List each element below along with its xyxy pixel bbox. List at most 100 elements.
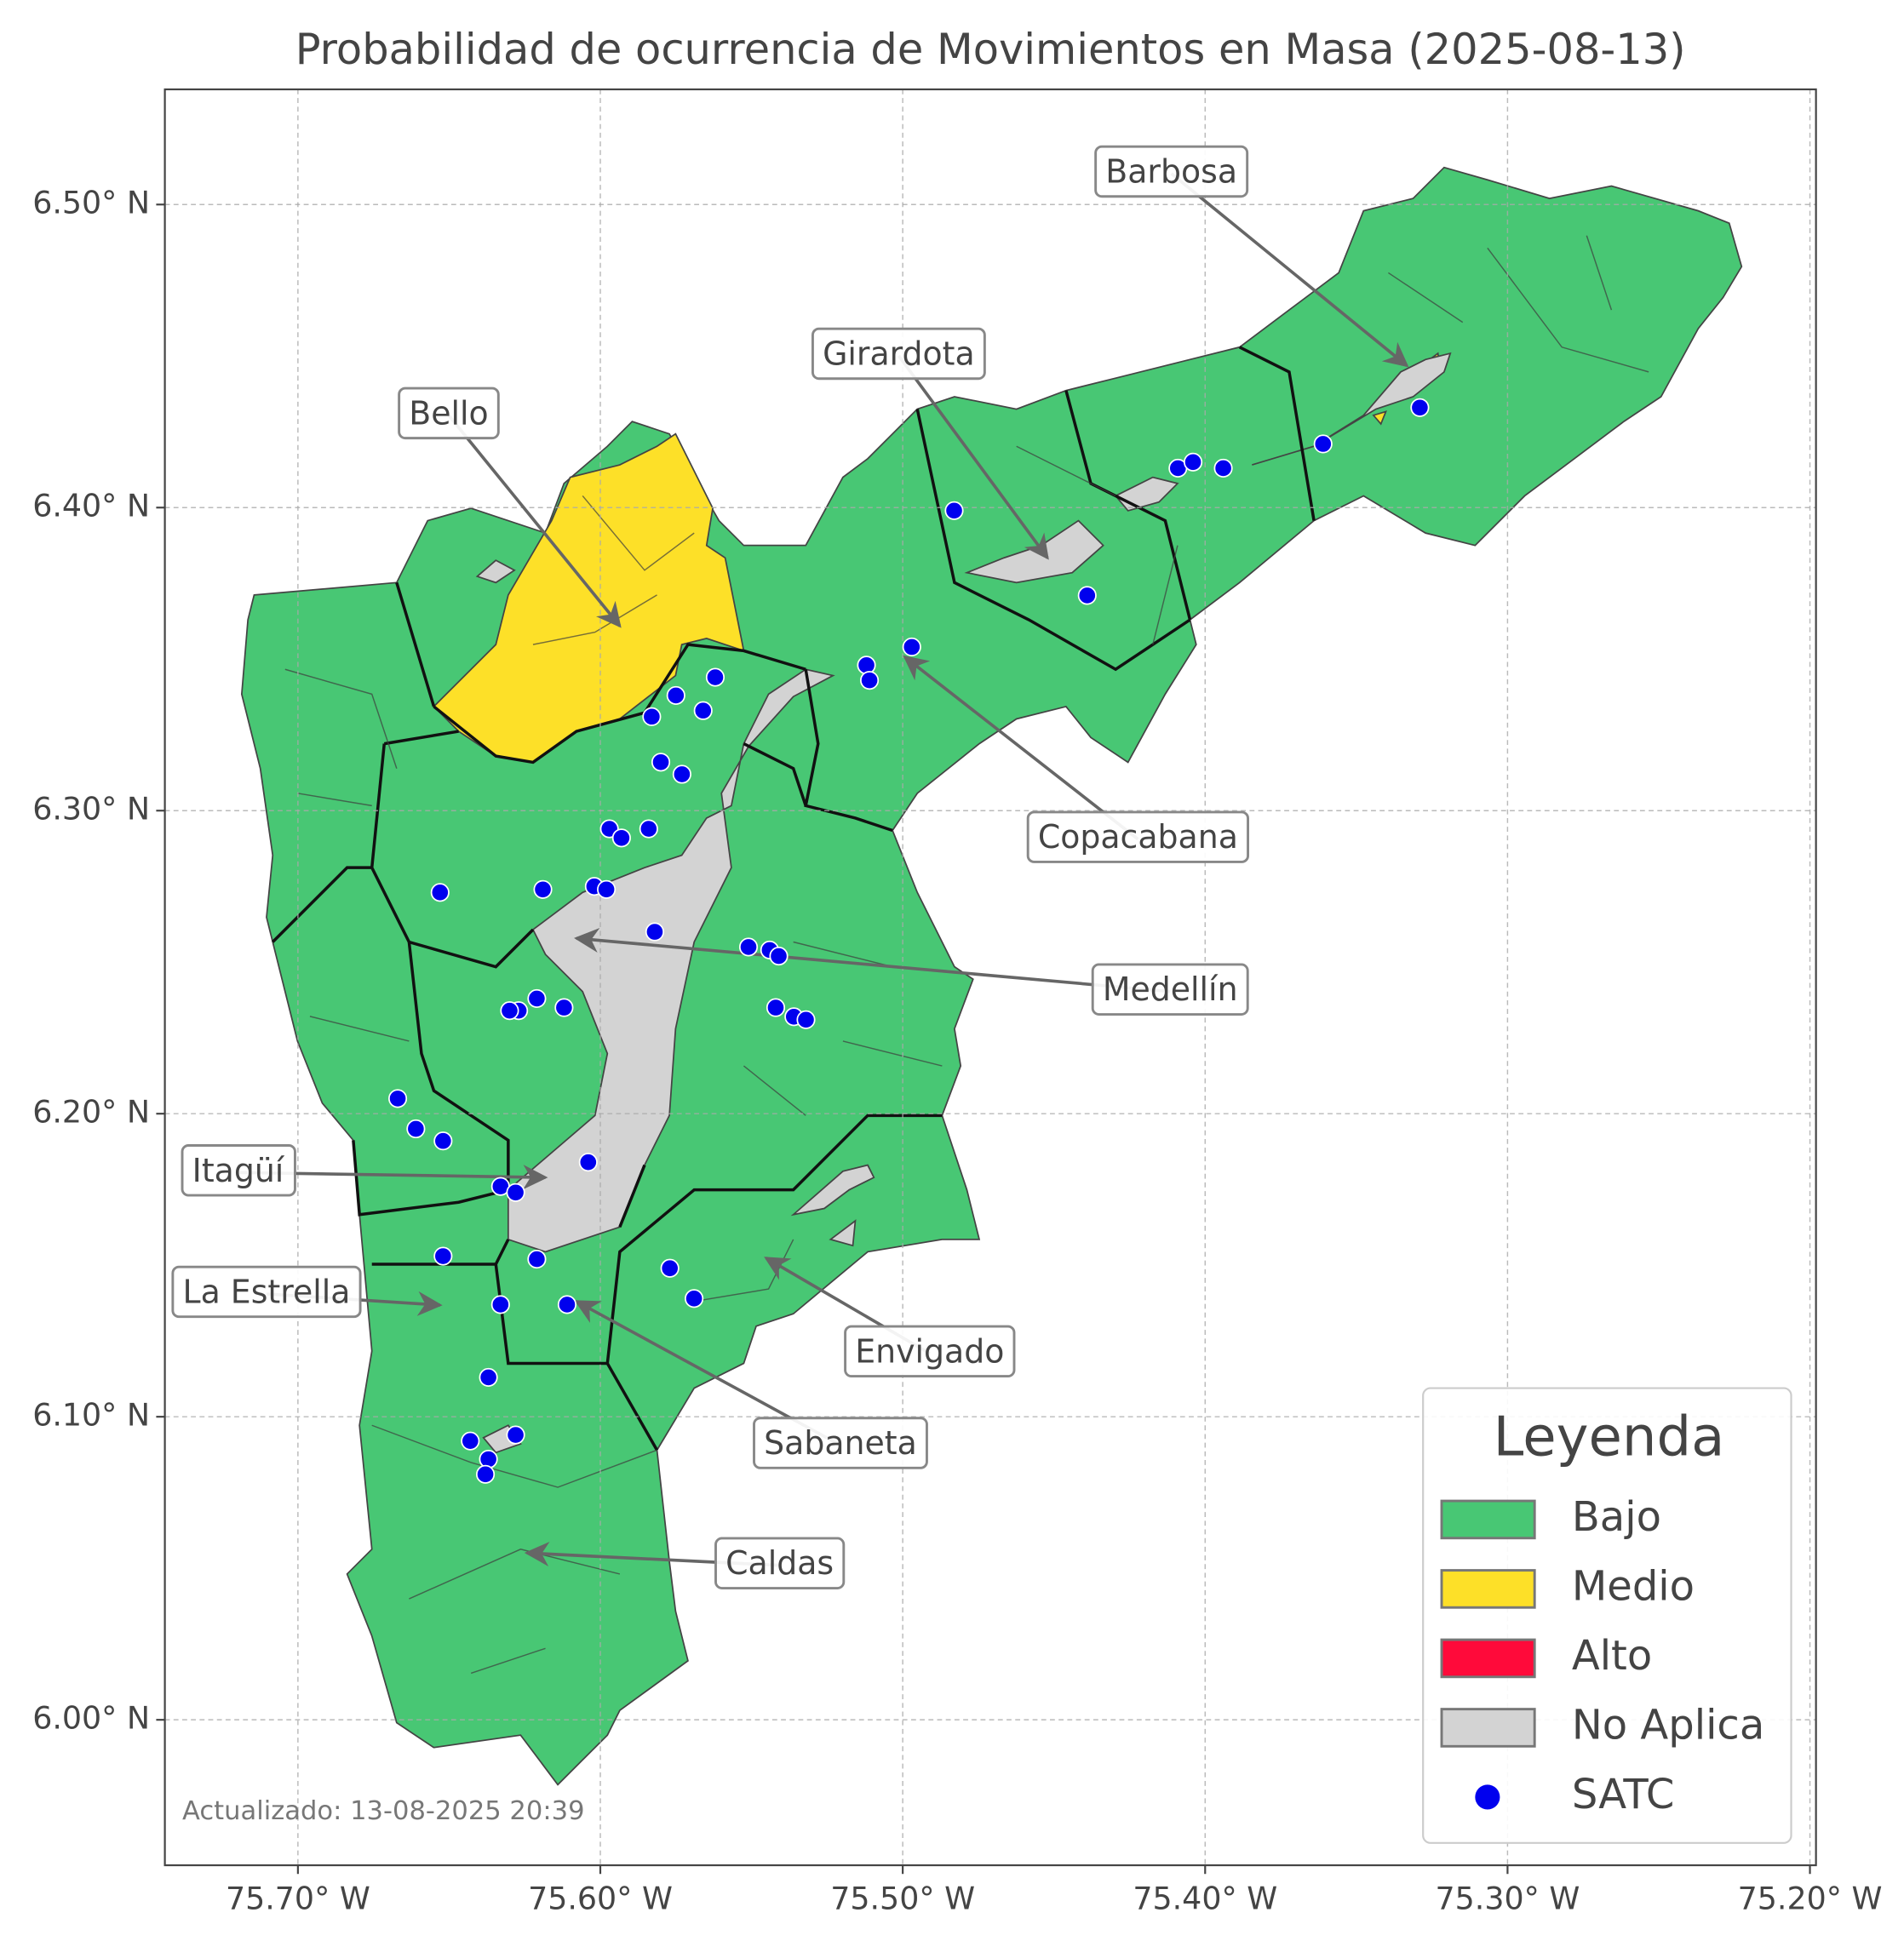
satc-point [430, 883, 450, 902]
legend-label: No Aplica [1572, 1701, 1764, 1749]
legend-title: Leyenda [1494, 1406, 1725, 1469]
annotation-label: Envigado [855, 1332, 1004, 1370]
satc-point [666, 685, 685, 706]
x-tick-label: 75.60° W [528, 1880, 673, 1916]
satc-point [388, 1089, 408, 1108]
satc-point [527, 988, 547, 1008]
satc-point [685, 1289, 704, 1308]
annotation-box [844, 1325, 1016, 1378]
satc-point [406, 1119, 426, 1139]
satc-point [578, 1153, 598, 1172]
legend: Leyenda Bajo Medio Alto No Aplica SATC [1422, 1387, 1792, 1844]
legend-swatch [1440, 1499, 1536, 1540]
frame [163, 88, 1817, 1867]
chart-title: Probabilidad de ocurrencia de Movimiento… [295, 25, 1686, 74]
satc-point [500, 1001, 519, 1021]
y-tick-label: 6.40° N [32, 488, 150, 524]
annotation-arrow [447, 414, 622, 628]
satc-point [597, 879, 617, 899]
satc-point [533, 879, 553, 899]
satc-point [857, 656, 876, 675]
satc-point [1213, 458, 1233, 478]
satc-point [796, 1010, 816, 1029]
satc-point [611, 828, 631, 848]
subdivision-lines [284, 235, 1649, 1675]
x-tick-label: 75.30° W [1435, 1880, 1580, 1916]
annotation-box [753, 1417, 928, 1469]
annotation-label: Caldas [725, 1544, 834, 1582]
satc-point [651, 753, 671, 772]
region-no-aplica [475, 352, 1452, 1454]
satc-point [902, 637, 921, 657]
region-no-aplica [507, 668, 835, 1253]
annotation-arrow [574, 927, 1171, 993]
satc-point [479, 1367, 498, 1387]
satc-point [1184, 452, 1203, 472]
municipal-border [272, 346, 1316, 1451]
annotation-box [811, 327, 986, 381]
annotation-label: Sabaneta [764, 1424, 917, 1462]
y-tick-label: 6.50° N [32, 185, 150, 221]
satc-point [738, 937, 759, 957]
satc-point [527, 1250, 547, 1269]
x-tick-label: 75.40° W [1133, 1880, 1277, 1916]
annotation-arrow [897, 354, 1049, 560]
satc-point [660, 1258, 680, 1278]
labels: Barbosa Girardota Bello Copacabana Medellín I… [171, 145, 1250, 1589]
satc-point [554, 998, 574, 1017]
satc-point [433, 1131, 453, 1151]
satc-point [557, 1295, 577, 1314]
y-tick-label: 6.10° N [32, 1397, 150, 1434]
annotation-label: Itagüí [192, 1152, 285, 1189]
annotation-label: Medellín [1103, 970, 1238, 1008]
annotation-label: La Estrella [183, 1273, 351, 1310]
satc-point [642, 707, 662, 726]
y-tick-label: 6.00° N [32, 1700, 150, 1737]
footnote: Actualizado: 13-08-2025 20:39 [182, 1796, 585, 1826]
satc-point [944, 501, 964, 520]
satc-point [639, 819, 658, 839]
annotation-box [398, 386, 500, 440]
satc-point [1313, 434, 1333, 454]
satc-point [1410, 398, 1430, 417]
map [240, 166, 1743, 1786]
satc-point [693, 701, 713, 720]
legend-label: Bajo [1572, 1493, 1661, 1541]
annotation-box [1091, 963, 1249, 1016]
x-tick-label: 75.70° W [226, 1880, 370, 1916]
annotation-box [1094, 145, 1249, 198]
legend-label: Medio [1572, 1562, 1695, 1610]
satc-point [1077, 586, 1097, 605]
y-tick-label: 6.30° N [32, 791, 150, 827]
satc-point [506, 1182, 525, 1202]
satc-point [433, 1246, 453, 1266]
satc-point [506, 1425, 525, 1445]
annotation-arrow [1170, 172, 1409, 368]
satc-point [645, 922, 664, 942]
legend-swatch [1440, 1569, 1536, 1609]
satc-points [388, 398, 1430, 1484]
annotation-box [1026, 810, 1250, 863]
annotation-box [181, 1144, 296, 1197]
annotation-box [171, 1265, 362, 1319]
legend-swatch [1440, 1638, 1536, 1679]
satc-point [705, 667, 725, 687]
annotation-label: Barbosa [1105, 152, 1237, 190]
legend-label: SATC [1572, 1771, 1675, 1818]
annotation-label: Girardota [823, 335, 975, 372]
satc-point [475, 1464, 496, 1484]
y-tick-label: 6.20° N [32, 1094, 150, 1131]
satc-point [461, 1431, 480, 1451]
legend-marker [1475, 1784, 1500, 1810]
x-tick-label: 75.20° W [1738, 1880, 1883, 1916]
legend-label: Alto [1572, 1632, 1652, 1680]
x-tick-label: 75.50° W [830, 1880, 975, 1916]
satc-point [490, 1295, 510, 1314]
annotation-label: Copacabana [1038, 818, 1238, 856]
annotation-arrow [903, 655, 1139, 841]
legend-swatch [1440, 1708, 1536, 1748]
satc-point [766, 998, 786, 1017]
satc-point [860, 671, 880, 690]
